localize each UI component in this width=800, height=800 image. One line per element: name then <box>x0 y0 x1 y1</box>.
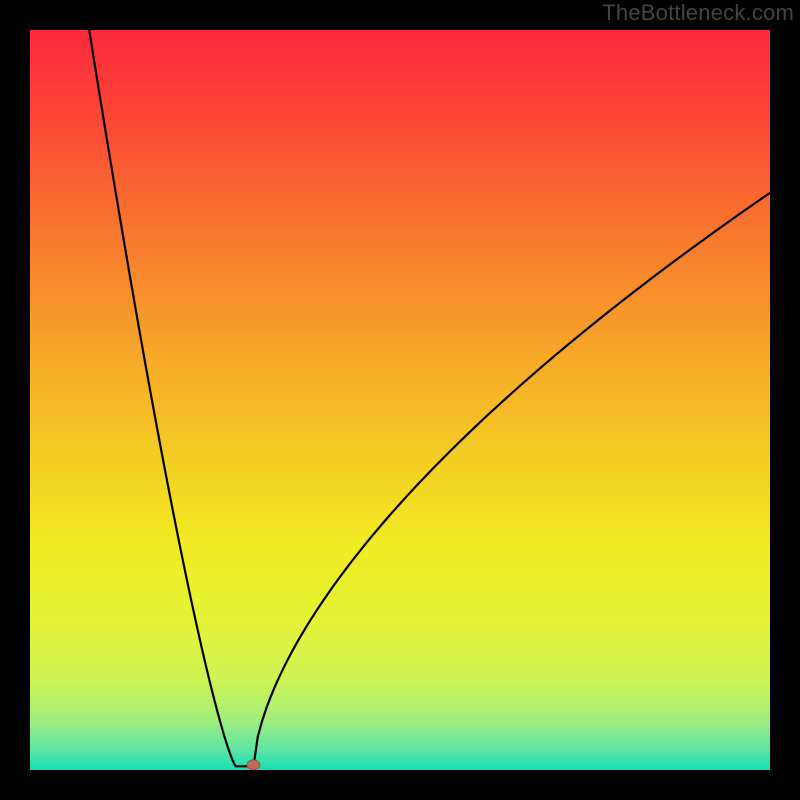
plot-background <box>30 30 770 770</box>
watermark-text: TheBottleneck.com <box>602 0 794 26</box>
bottleneck-chart <box>0 0 800 800</box>
chart-container: TheBottleneck.com <box>0 0 800 800</box>
optimum-marker <box>247 760 260 770</box>
